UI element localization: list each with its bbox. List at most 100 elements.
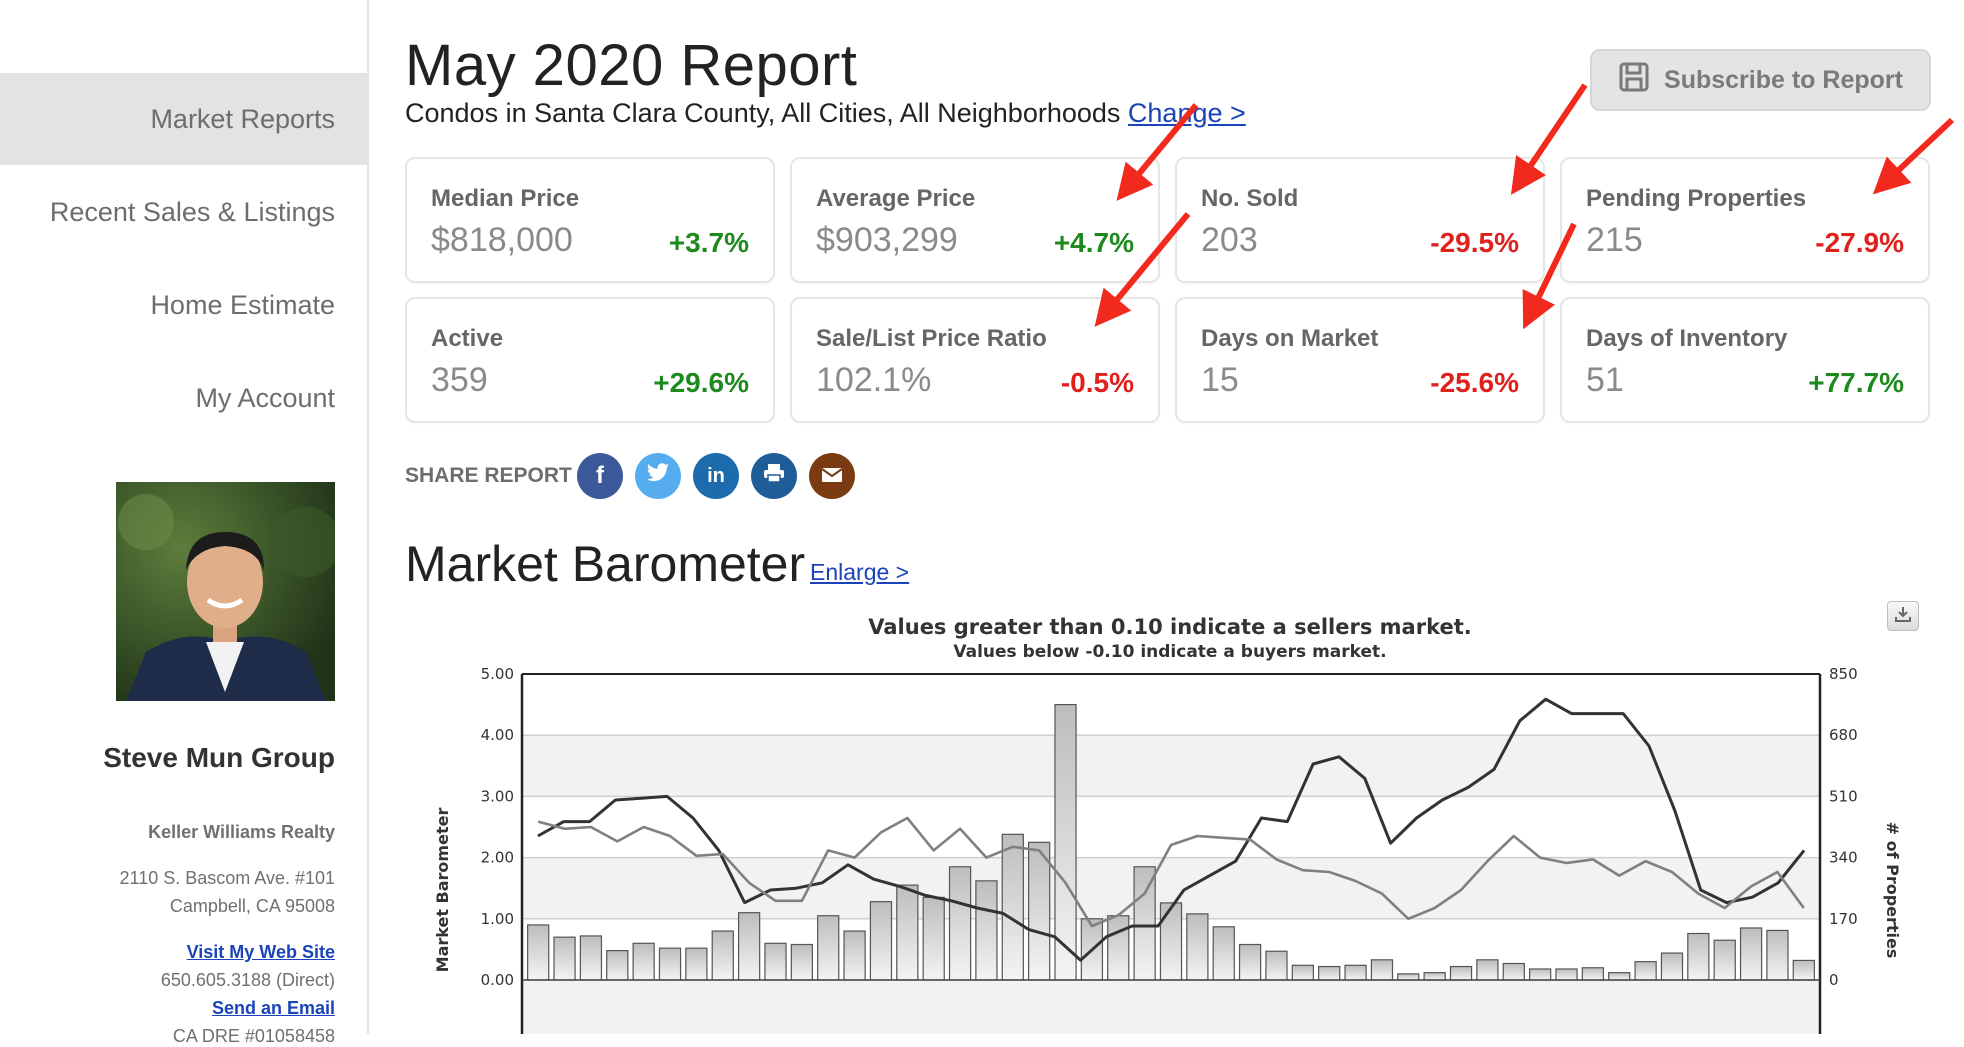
y-tick-label: 5.00 (481, 665, 514, 683)
bar (1581, 967, 1605, 981)
bar (817, 915, 840, 981)
subscribe-button[interactable]: Subscribe to Report (1590, 49, 1931, 111)
y2-axis-label: # of Properties (1883, 822, 1902, 959)
email-share-button[interactable] (809, 453, 855, 499)
stat-card-days-of-inventory: Days of Inventory 51 +77.7% (1560, 297, 1930, 423)
stat-value: 215 (1586, 221, 1643, 259)
agent-address-line2: Campbell, CA 95008 (169, 896, 335, 916)
bar (1001, 833, 1024, 981)
bar (790, 943, 814, 981)
y2-tick-label: 510 (1829, 787, 1858, 805)
bar (1766, 929, 1789, 981)
bar (606, 950, 629, 981)
y2-tick-label: 0 (1829, 971, 1839, 989)
nav-my-account[interactable]: My Account (195, 382, 335, 413)
nav-home-estimate[interactable]: Home Estimate (150, 289, 335, 320)
bar (896, 884, 919, 981)
visit-website-link[interactable]: Visit My Web Site (186, 942, 335, 962)
send-email-link[interactable]: Send an Email (211, 998, 335, 1018)
bar (764, 942, 787, 981)
bar (1792, 959, 1815, 981)
chart-subtitle: Values below -0.10 indicate a buyers mar… (953, 642, 1387, 662)
bar (1344, 964, 1367, 981)
page-title: May 2020 Report (405, 33, 858, 98)
bar (948, 866, 972, 981)
stat-change: -0.5% (1060, 367, 1134, 398)
stat-label: Days of Inventory (1586, 325, 1788, 352)
bar (553, 936, 576, 981)
y2-tick-label: 850 (1829, 665, 1858, 683)
stat-value: 102.1% (816, 361, 932, 399)
bar (1555, 968, 1578, 981)
bar (1265, 950, 1288, 981)
linkedin-icon: in (707, 464, 725, 487)
stat-value: 359 (431, 361, 488, 399)
agent-address-line1: 2110 S. Bascom Ave. #101 (119, 868, 335, 888)
stat-value: $903,299 (816, 221, 958, 259)
bar (1687, 932, 1710, 981)
facebook-share-button[interactable]: f (577, 453, 623, 499)
stat-label: Active (431, 325, 504, 352)
stat-label: Sale/List Price Ratio (816, 325, 1047, 352)
bar (1660, 952, 1684, 981)
bar (1238, 943, 1262, 981)
nav-market-reports[interactable]: Market Reports (0, 73, 367, 165)
print-button[interactable] (751, 453, 797, 499)
section-title-market-barometer: Market Barometer (405, 536, 806, 592)
chart-download-button[interactable] (1887, 601, 1919, 631)
grid-band (522, 735, 1820, 797)
printer-icon (763, 463, 785, 489)
bar (1318, 965, 1341, 981)
y-tick-label: 0.00 (481, 971, 514, 989)
stat-change: +29.6% (653, 367, 749, 398)
bar (843, 930, 866, 981)
bar (1159, 902, 1183, 981)
stat-change: -27.9% (1815, 227, 1904, 258)
y2-tick-label: 170 (1829, 910, 1858, 928)
stat-label: Pending Properties (1586, 185, 1807, 212)
bar (1449, 965, 1473, 981)
y-tick-label: 1.00 (481, 910, 514, 928)
bar (1291, 964, 1314, 981)
y2-tick-label: 340 (1829, 849, 1858, 867)
share-report-label: SHARE REPORT (405, 464, 572, 487)
twitter-share-button[interactable] (635, 453, 681, 499)
facebook-icon: f (596, 462, 604, 489)
bar (1028, 841, 1051, 981)
linkedin-share-button[interactable]: in (693, 453, 739, 499)
agent-phone: 650.605.3188 (Direct) (160, 970, 335, 990)
bar (1370, 959, 1394, 981)
grid-band (522, 980, 1820, 1034)
stat-card-days-on-market: Days on Market 15 -25.6% (1175, 297, 1545, 423)
stat-card-average-price: Average Price $903,299 +4.7% (790, 157, 1160, 283)
y2-tick-label: 680 (1829, 726, 1858, 744)
agent-company: Keller Williams Realty (148, 822, 335, 842)
bar (1397, 973, 1420, 981)
report-scope-text: Condos in Santa Clara County, All Cities… (405, 98, 1121, 128)
nav-recent-sales-listings[interactable]: Recent Sales & Listings (49, 196, 335, 227)
enlarge-link[interactable]: Enlarge > (810, 559, 910, 585)
bar (579, 935, 603, 981)
stat-label: No. Sold (1201, 185, 1299, 212)
stat-label: Average Price (816, 185, 976, 212)
twitter-icon (646, 463, 670, 489)
save-icon (1618, 61, 1664, 100)
stat-value: 51 (1586, 361, 1624, 399)
stat-card-active: Active 359 +29.6% (405, 297, 775, 423)
bar (1739, 927, 1763, 981)
bar (975, 880, 998, 981)
stat-value: $818,000 (431, 221, 573, 259)
bar (1476, 959, 1499, 981)
stat-value: 203 (1201, 221, 1258, 259)
series-line (537, 816, 1805, 928)
envelope-icon (821, 463, 843, 489)
y-axis-label: Market Barometer (433, 808, 452, 973)
bar (922, 896, 945, 981)
agent-name: Steve Mun Group (103, 742, 335, 773)
bar (1212, 926, 1235, 981)
subscribe-label: Subscribe to Report (1664, 65, 1903, 94)
bar (1713, 939, 1736, 981)
stat-change: -29.5% (1430, 227, 1519, 258)
report-scope: Condos in Santa Clara County, All Cities… (405, 98, 1246, 129)
bar (685, 947, 708, 981)
